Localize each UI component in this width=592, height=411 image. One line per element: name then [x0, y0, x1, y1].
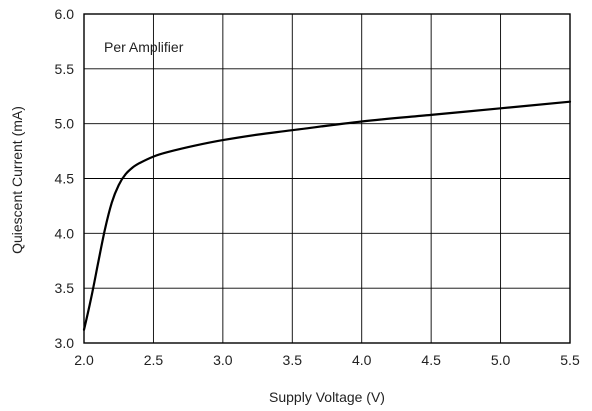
y-tick-label: 6.0 [55, 6, 75, 22]
annotation-per-amplifier: Per Amplifier [104, 39, 184, 55]
y-tick-label: 3.5 [55, 280, 75, 296]
x-tick-labels: 2.0 2.5 3.0 3.5 4.0 4.5 5.0 5.5 [74, 352, 580, 368]
x-tick-label: 3.5 [283, 352, 303, 368]
x-tick-label: 4.5 [421, 352, 441, 368]
x-tick-label: 5.0 [491, 352, 511, 368]
grid [84, 14, 570, 343]
x-tick-label: 5.5 [560, 352, 580, 368]
y-tick-label: 5.5 [55, 61, 75, 77]
y-axis-title: Quiescent Current (mA) [9, 106, 25, 254]
plot-frame [83, 13, 571, 344]
y-tick-label: 5.0 [55, 116, 75, 132]
y-tick-labels: 3.0 3.5 4.0 4.5 5.0 5.5 6.0 [55, 6, 75, 351]
y-tick-label: 4.5 [55, 171, 75, 187]
x-tick-label: 3.0 [213, 352, 233, 368]
x-tick-label: 2.0 [74, 352, 94, 368]
x-axis-title: Supply Voltage (V) [269, 389, 385, 405]
series-line [82, 100, 572, 331]
y-tick-label: 3.0 [55, 335, 75, 351]
x-tick-label: 4.0 [352, 352, 372, 368]
y-tick-label: 4.0 [55, 225, 75, 241]
x-tick-label: 2.5 [144, 352, 164, 368]
